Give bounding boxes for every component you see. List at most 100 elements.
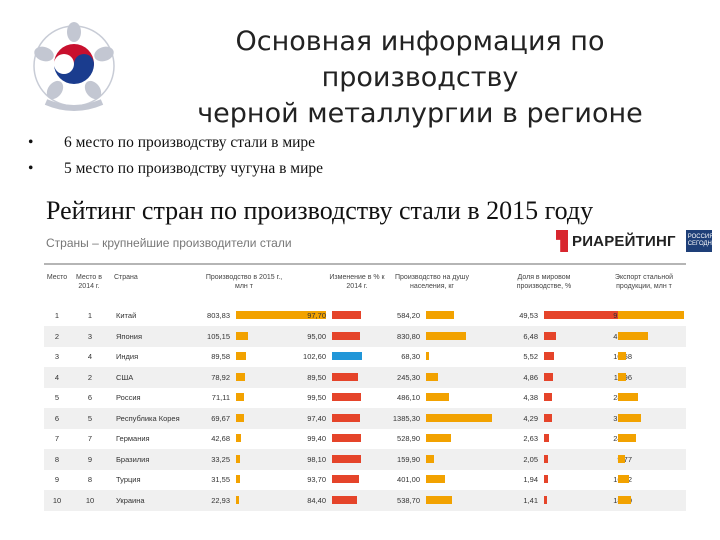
title-line: Основная информация по — [235, 26, 605, 57]
column-header: Производство на душу населения, кг — [395, 274, 469, 290]
share-value: 6,48 — [523, 331, 538, 341]
column-header: Производство в 2015 г., млн т — [205, 274, 283, 290]
column-header: Место в 2014 г. — [76, 274, 102, 290]
per-capita-bar — [426, 331, 466, 340]
change-bar — [332, 495, 357, 504]
production-bar — [236, 311, 326, 319]
change-value: 89,50 — [307, 372, 326, 382]
chart-subtitle: Страны – крупнейшие производители стали — [46, 236, 292, 250]
export-bar — [618, 311, 684, 319]
share-bar — [544, 331, 556, 340]
prev-rank-cell: 6 — [87, 393, 93, 402]
column-header: Экспорт стальной продукции, млн т — [614, 274, 674, 290]
production-value: 69,67 — [211, 413, 230, 423]
per-capita-bar — [426, 495, 452, 504]
country-cell: Китай — [116, 311, 137, 320]
table-row: 3 4 Индия 89,58 102,60 68,30 5,52 10,58 — [44, 346, 686, 367]
change-bar — [332, 434, 362, 442]
country-cell: Германия — [116, 434, 150, 443]
rank-cell: 9 — [54, 475, 60, 484]
rank-cell: 8 — [54, 454, 60, 464]
prev-rank-cell: 8 — [87, 475, 93, 484]
rank-cell: 1 — [54, 311, 60, 320]
share-value: 1,41 — [523, 495, 538, 505]
per-capita-bar — [426, 372, 438, 381]
production-bar — [236, 434, 241, 442]
production-bar — [236, 475, 240, 483]
per-capita-value: 68,30 — [401, 352, 420, 361]
change-bar — [332, 352, 362, 360]
change-bar — [332, 331, 360, 340]
change-value: 84,40 — [307, 495, 326, 505]
prev-rank-cell: 7 — [87, 434, 93, 443]
page-title: Основная информация по производству черн… — [150, 24, 690, 132]
production-bar — [236, 331, 248, 340]
country-cell: США — [116, 372, 134, 382]
change-bar — [332, 475, 360, 483]
rank-cell: 4 — [54, 372, 60, 382]
production-value: 71,11 — [211, 393, 230, 402]
change-value: 97,40 — [307, 413, 326, 423]
share-value: 49,53 — [519, 311, 538, 320]
change-bar — [332, 311, 361, 319]
share-bar — [544, 393, 552, 401]
per-capita-bar — [426, 454, 434, 463]
production-bar — [236, 454, 240, 463]
production-value: 78,92 — [211, 372, 230, 382]
brand-logo: РИАРЕЙТИНГ РОССИЯ СЕГОДНЯ — [556, 230, 717, 252]
bullet-item: 6 место по производству стали в мире — [24, 130, 323, 156]
country-cell: Бразилия — [116, 454, 150, 464]
production-bar — [236, 495, 239, 504]
country-cell: Россия — [116, 393, 141, 402]
share-bar — [544, 352, 555, 360]
production-bar — [236, 372, 245, 381]
production-value: 31,55 — [211, 475, 230, 484]
change-bar — [332, 413, 361, 422]
per-capita-bar — [426, 475, 446, 483]
change-value: 99,40 — [307, 434, 326, 443]
rank-cell: 7 — [54, 434, 60, 443]
korean-emblem-icon — [33, 22, 115, 111]
share-bar — [544, 495, 547, 504]
production-bar — [236, 352, 247, 360]
prev-rank-cell: 3 — [87, 331, 93, 341]
change-value: 102,60 — [303, 352, 326, 361]
export-bar — [618, 393, 638, 401]
title-line: производству — [321, 62, 519, 93]
rank-cell: 3 — [54, 352, 60, 361]
share-value: 4,29 — [523, 413, 538, 423]
column-header: Изменение в % к 2014 г. — [329, 274, 385, 290]
per-capita-value: 245,30 — [397, 372, 420, 382]
export-bar — [618, 454, 625, 463]
change-bar — [332, 372, 359, 381]
brand-badge: РОССИЯ СЕГОДНЯ — [685, 230, 717, 252]
export-bar — [618, 331, 648, 340]
production-value: 22,93 — [211, 495, 230, 505]
ria-logo-icon — [556, 230, 568, 252]
share-value: 1,94 — [523, 475, 538, 484]
country-cell: Япония — [116, 331, 143, 341]
bullet-item: 5 место по производству чугуна в мире — [24, 156, 323, 182]
share-bar — [544, 311, 634, 319]
per-capita-bar — [426, 352, 430, 360]
per-capita-value: 486,10 — [397, 393, 420, 402]
brand-badge-line: СЕГОДНЯ — [687, 241, 717, 247]
country-cell: Республика Корея — [116, 413, 180, 423]
share-value: 5,52 — [523, 352, 538, 361]
export-bar — [618, 413, 641, 422]
change-value: 98,10 — [307, 454, 326, 464]
share-bar — [544, 413, 552, 422]
prev-rank-cell: 9 — [87, 454, 93, 464]
prev-rank-cell: 1 — [87, 311, 93, 320]
title-line: черной металлургии в регионе — [197, 98, 643, 129]
per-capita-value: 401,00 — [397, 475, 420, 484]
per-capita-value: 538,70 — [397, 495, 420, 505]
production-value: 803,83 — [207, 311, 230, 320]
change-bar — [332, 393, 362, 401]
production-bar — [236, 393, 244, 401]
country-cell: Турция — [116, 475, 141, 484]
